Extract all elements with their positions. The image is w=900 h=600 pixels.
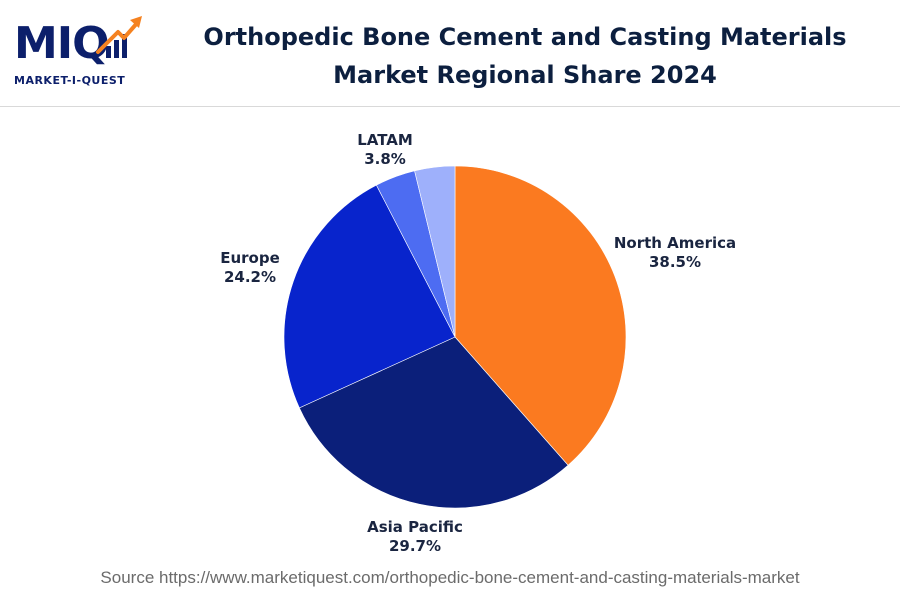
growth-arrow-icon xyxy=(96,16,142,58)
pie-slice-north-america xyxy=(454,165,627,466)
header: MIQ MARKET-I-QUEST Orthopedic Bone Cemen… xyxy=(0,0,900,107)
chart-title-line-1: Orthopedic Bone Cement and Casting Mater… xyxy=(203,23,847,51)
slice-label-europe-value: 24.2% xyxy=(223,268,277,286)
pie-slice-europe xyxy=(283,184,456,409)
source-note: Source https://www.marketiquest.com/orth… xyxy=(100,568,800,587)
slice-label-asia-pacific: Asia Pacific 29.7% xyxy=(340,518,490,556)
logo-mark: MIQ xyxy=(14,18,110,69)
slice-label-north-america-name: North America xyxy=(613,234,737,252)
slice-label-north-america-value: 38.5% xyxy=(648,253,702,271)
slice-label-latam-name: LATAM xyxy=(357,131,413,149)
brand-logo[interactable]: MIQ MARKET-I-QUEST xyxy=(14,12,144,94)
slice-label-europe-name: Europe xyxy=(220,249,280,267)
brand-name: MARKET-I-QUEST xyxy=(14,74,126,87)
slice-label-asia-pacific-value: 29.7% xyxy=(388,537,442,555)
slice-label-north-america: North America 38.5% xyxy=(600,234,750,272)
chart-title: Orthopedic Bone Cement and Casting Mater… xyxy=(160,18,890,94)
slice-label-asia-pacific-name: Asia Pacific xyxy=(367,518,463,536)
pie-slice-latam xyxy=(414,165,456,338)
slice-label-europe: Europe 24.2% xyxy=(190,249,310,287)
chart-title-line-2: Market Regional Share 2024 xyxy=(333,61,717,89)
pie-slice-asia-pacific xyxy=(298,336,569,509)
slice-label-latam-value: 3.8% xyxy=(364,150,406,168)
slice-label-latam: LATAM 3.8% xyxy=(330,131,440,169)
